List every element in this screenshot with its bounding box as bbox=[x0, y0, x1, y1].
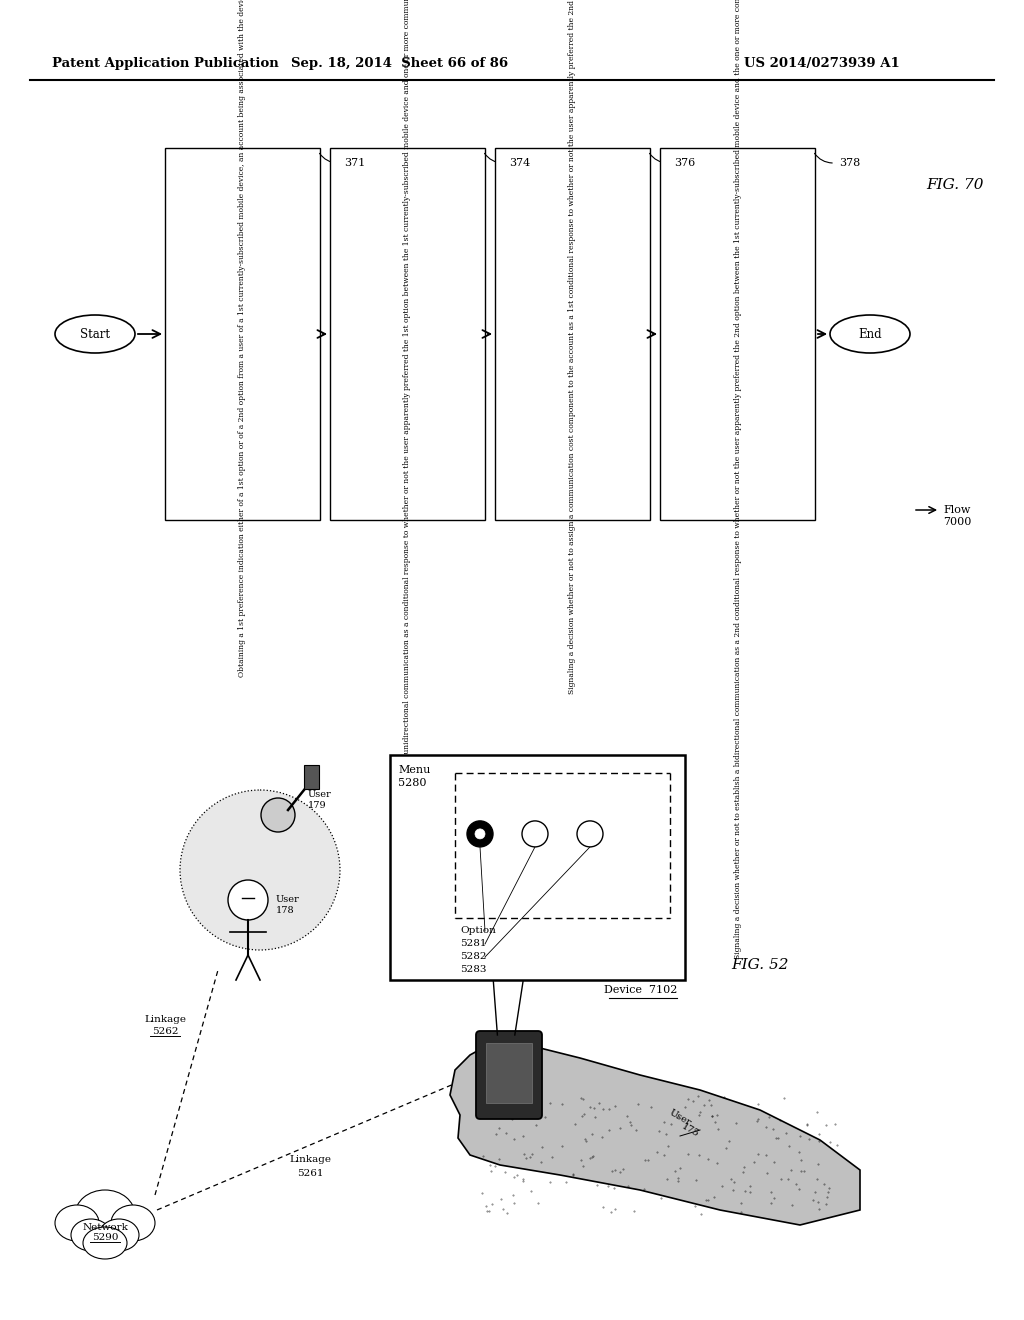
Circle shape bbox=[261, 799, 295, 832]
Text: 5281: 5281 bbox=[460, 939, 486, 948]
Bar bbox=[304, 766, 319, 789]
Bar bbox=[660, 148, 815, 520]
Text: User
179: User 179 bbox=[308, 791, 332, 809]
Polygon shape bbox=[450, 1043, 860, 1225]
Text: Network: Network bbox=[82, 1222, 128, 1232]
Ellipse shape bbox=[83, 1228, 127, 1259]
Text: FIG. 52: FIG. 52 bbox=[731, 958, 788, 972]
Text: Signaling a decision whether or not to assign a communication cost component to : Signaling a decision whether or not to a… bbox=[568, 0, 577, 694]
Text: US 2014/0273939 A1: US 2014/0273939 A1 bbox=[744, 57, 900, 70]
Text: Menu: Menu bbox=[398, 766, 430, 775]
Text: 376: 376 bbox=[674, 158, 695, 168]
Text: 5282: 5282 bbox=[460, 952, 486, 961]
Ellipse shape bbox=[75, 1191, 135, 1239]
Bar bbox=[486, 1043, 532, 1104]
Text: 175: 175 bbox=[680, 1122, 700, 1139]
Text: Sep. 18, 2014  Sheet 66 of 86: Sep. 18, 2014 Sheet 66 of 86 bbox=[292, 57, 509, 70]
Text: Option: Option bbox=[460, 927, 496, 935]
Text: Linkage: Linkage bbox=[144, 1015, 186, 1024]
Text: Signaling a decision whether or not to establish a bidirectional communication a: Signaling a decision whether or not to e… bbox=[733, 0, 741, 958]
Bar bbox=[390, 755, 685, 979]
Circle shape bbox=[577, 821, 603, 847]
Text: 5261: 5261 bbox=[297, 1168, 324, 1177]
Circle shape bbox=[475, 829, 485, 840]
Text: User: User bbox=[668, 1109, 692, 1127]
Text: User
178: User 178 bbox=[276, 895, 300, 915]
Circle shape bbox=[228, 880, 268, 920]
Circle shape bbox=[180, 789, 340, 950]
Ellipse shape bbox=[55, 315, 135, 352]
Ellipse shape bbox=[71, 1218, 111, 1251]
Text: Device  7102: Device 7102 bbox=[603, 985, 677, 995]
Text: 5280: 5280 bbox=[398, 777, 427, 788]
Text: FIG. 70: FIG. 70 bbox=[927, 178, 984, 191]
Text: Patent Application Publication: Patent Application Publication bbox=[52, 57, 279, 70]
Bar bbox=[330, 148, 485, 520]
Ellipse shape bbox=[111, 1205, 155, 1241]
Text: Linkage: Linkage bbox=[289, 1155, 331, 1164]
Text: 5290: 5290 bbox=[92, 1233, 118, 1242]
FancyBboxPatch shape bbox=[476, 1031, 542, 1119]
Text: 378: 378 bbox=[839, 158, 860, 168]
Bar bbox=[495, 148, 650, 520]
Text: Signaling a decision whether or not to cause a unidirectional communication as a: Signaling a decision whether or not to c… bbox=[403, 0, 412, 933]
Ellipse shape bbox=[55, 1205, 99, 1241]
Text: Flow
7000: Flow 7000 bbox=[943, 506, 972, 527]
Text: 371: 371 bbox=[344, 158, 366, 168]
Text: Obtaining a 1st preference indication either of a 1st option or of a 2nd option : Obtaining a 1st preference indication ei… bbox=[239, 0, 247, 677]
Text: Start: Start bbox=[80, 327, 110, 341]
Bar bbox=[165, 148, 319, 520]
Text: 374: 374 bbox=[509, 158, 530, 168]
Circle shape bbox=[467, 821, 493, 847]
Circle shape bbox=[522, 821, 548, 847]
Ellipse shape bbox=[830, 315, 910, 352]
Text: 5283: 5283 bbox=[460, 965, 486, 974]
Text: 5262: 5262 bbox=[152, 1027, 178, 1036]
Ellipse shape bbox=[99, 1218, 139, 1251]
Text: End: End bbox=[858, 327, 882, 341]
